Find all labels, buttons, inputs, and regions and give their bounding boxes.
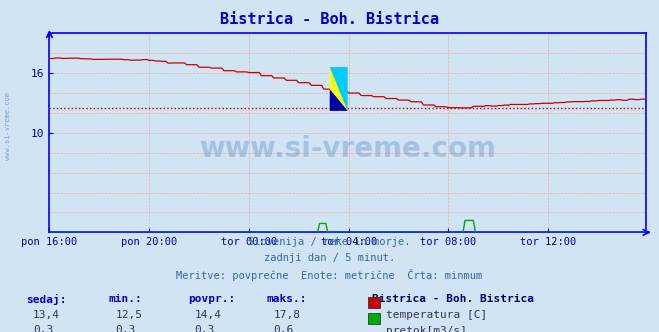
Text: 13,4: 13,4 xyxy=(33,310,60,320)
Polygon shape xyxy=(330,67,348,111)
Text: Bistrica - Boh. Bistrica: Bistrica - Boh. Bistrica xyxy=(220,12,439,27)
Text: temperatura [C]: temperatura [C] xyxy=(386,310,487,320)
Polygon shape xyxy=(330,89,348,111)
Text: sedaj:: sedaj: xyxy=(26,294,67,305)
Text: zadnji dan / 5 minut.: zadnji dan / 5 minut. xyxy=(264,253,395,263)
Text: Meritve: povprečne  Enote: metrične  Črta: minmum: Meritve: povprečne Enote: metrične Črta:… xyxy=(177,269,482,281)
Text: www.si-vreme.com: www.si-vreme.com xyxy=(199,135,496,163)
Polygon shape xyxy=(330,67,348,111)
Text: maks.:: maks.: xyxy=(267,294,307,304)
Text: Bistrica - Boh. Bistrica: Bistrica - Boh. Bistrica xyxy=(372,294,534,304)
Text: min.:: min.: xyxy=(109,294,142,304)
Text: 12,5: 12,5 xyxy=(115,310,142,320)
Text: 0,3: 0,3 xyxy=(33,325,53,332)
Text: povpr.:: povpr.: xyxy=(188,294,235,304)
Text: 17,8: 17,8 xyxy=(273,310,301,320)
Text: 0,3: 0,3 xyxy=(115,325,136,332)
Text: 0,3: 0,3 xyxy=(194,325,215,332)
Text: 0,6: 0,6 xyxy=(273,325,294,332)
Text: www.si-vreme.com: www.si-vreme.com xyxy=(5,92,11,160)
Text: pretok[m3/s]: pretok[m3/s] xyxy=(386,326,467,332)
Text: Slovenija / reke in morje.: Slovenija / reke in morje. xyxy=(248,237,411,247)
Text: 14,4: 14,4 xyxy=(194,310,221,320)
